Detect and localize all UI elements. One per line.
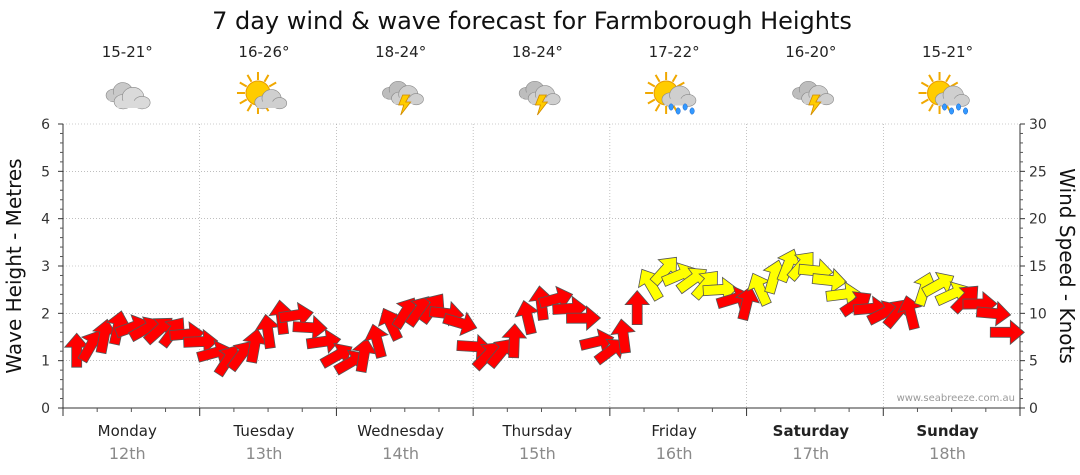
day-temperature: 15-21° [922, 43, 973, 61]
wind-arrow [442, 311, 478, 337]
lightning-bolt [534, 94, 549, 116]
cloud-shape [113, 86, 151, 110]
site-credit: www.seabreeze.com.au [897, 393, 1015, 404]
day-date: 14th [382, 444, 419, 463]
wind-arrow [734, 285, 760, 322]
thunderstorm-icon [382, 80, 424, 116]
y-right-tick-label: 30 [1029, 117, 1047, 133]
day-name: Sunday [916, 422, 979, 440]
day-temperature: 18-24° [512, 43, 563, 61]
y-right-tick-label: 5 [1029, 354, 1038, 370]
y-right-tick-label: 0 [1029, 401, 1038, 417]
gridlines [63, 123, 1020, 408]
y-left-tick-label: 2 [41, 306, 50, 322]
sun-showers-icon [645, 72, 697, 115]
temperature-row: 15-21° 16-26° 18-24° 18-24° 17-22° 16-20° 15-2… [102, 43, 973, 61]
rain-drop [675, 107, 681, 115]
day-name: Tuesday [232, 422, 294, 440]
y-left-tick-label: 5 [41, 164, 50, 180]
wind-arrow [566, 305, 602, 331]
axes: 0 1 2 3 4 5 6 0 5 10 15 20 25 30 [41, 117, 1047, 417]
wind-arrow [610, 318, 636, 354]
cloud-shape [935, 85, 970, 107]
day-temperature: 15-21° [102, 43, 153, 61]
day-name: Thursday [502, 422, 573, 440]
cloudy-icon [105, 82, 151, 110]
wind-arrow [624, 289, 651, 326]
day-temperature: 16-20° [785, 43, 836, 61]
partly-sunny-icon [236, 72, 288, 114]
day-temperature: 17-22° [649, 43, 700, 61]
day-temperature: 16-26° [238, 43, 289, 61]
thunderstorm-icon [518, 80, 561, 116]
rain-drop [668, 103, 674, 111]
y-axis-right-label: Wind Speed - Knots [1055, 168, 1079, 364]
day-date: 17th [792, 444, 829, 463]
rain-drop [682, 103, 688, 111]
wind-arrow [593, 338, 625, 366]
y-left-tick-label: 6 [41, 117, 50, 133]
thunderstorm-icon [792, 80, 834, 116]
day-temperature: 18-24° [375, 43, 426, 61]
wind-arrows [63, 248, 1025, 378]
day-name: Saturday [773, 422, 850, 440]
cloud-shape [254, 89, 288, 110]
y-right-tick-label: 20 [1029, 212, 1047, 228]
y-left-tick-label: 0 [41, 401, 50, 417]
wind-arrow [989, 319, 1025, 346]
wind-arrow [305, 328, 342, 354]
y-right-tick-label: 15 [1029, 259, 1047, 275]
wind-arrow [501, 323, 528, 359]
weather-icon-row [105, 72, 970, 116]
day-name: Friday [651, 422, 697, 440]
y-left-tick-label: 1 [41, 354, 50, 370]
rain-drop [689, 107, 695, 115]
day-name: Wednesday [357, 422, 444, 440]
wind-arrow [897, 295, 923, 331]
chart-title: 7 day wind & wave forecast for Farmborou… [212, 7, 852, 35]
day-name: Monday [98, 422, 157, 440]
cloud-shape [661, 85, 697, 107]
y-left-tick-label: 4 [41, 212, 50, 228]
rain-drop [963, 107, 968, 115]
y-axis-left-label: Wave Height - Metres [2, 158, 26, 373]
rain-drop [949, 107, 954, 115]
day-date: 13th [246, 444, 283, 463]
lightning-bolt [808, 94, 822, 116]
y-right-tick-label: 10 [1029, 306, 1047, 322]
day-date: 15th [519, 444, 556, 463]
day-date: 18th [929, 444, 966, 463]
rain-drop [956, 103, 961, 111]
sun-showers-icon [918, 72, 970, 115]
day-date: 12th [109, 444, 146, 463]
y-right-tick-label: 25 [1029, 164, 1047, 180]
wind-arrow [975, 300, 1012, 327]
lightning-bolt [398, 94, 412, 116]
wind-arrow [364, 323, 389, 359]
day-date: 16th [656, 444, 693, 463]
day-labels: Monday 12th Tuesday 13th Wednesday 14th Thursd… [98, 422, 979, 463]
y-left-tick-label: 3 [41, 259, 50, 275]
rain-drop [942, 103, 947, 111]
